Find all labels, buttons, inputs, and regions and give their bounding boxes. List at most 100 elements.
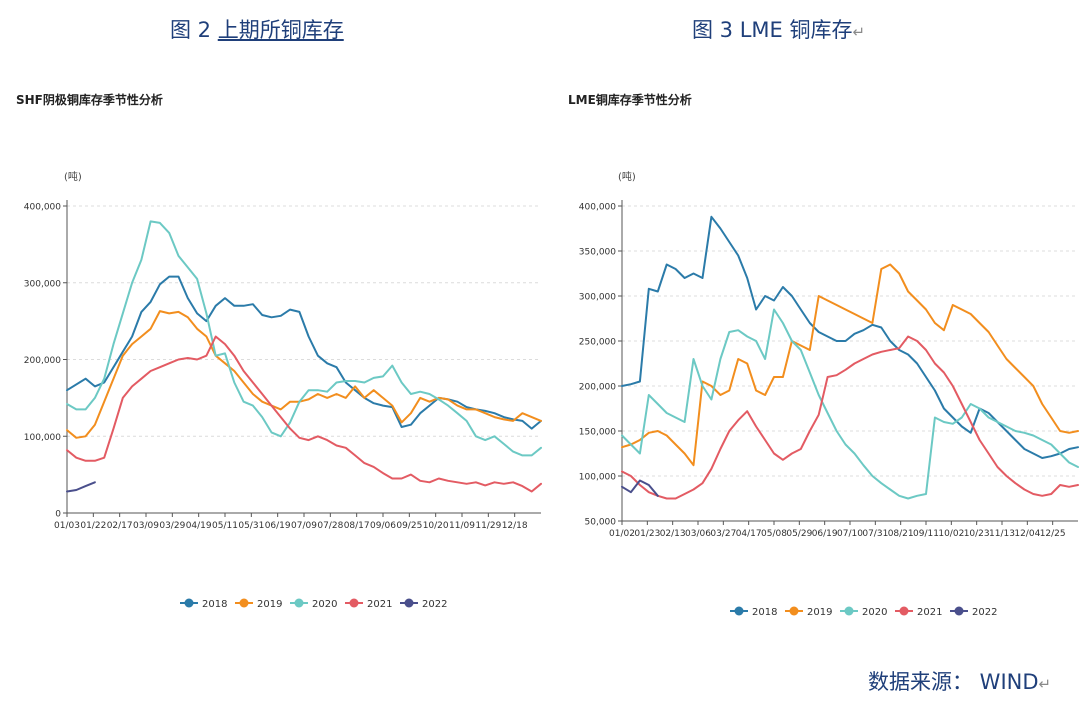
y-tick-label: 200,000 [579, 383, 616, 393]
y-axis-unit: (吨) [64, 170, 82, 183]
y-tick-label: 300,000 [24, 279, 61, 289]
x-tick-label: 09/11 [913, 529, 939, 539]
figure-2-number: 图 2 [170, 18, 212, 42]
series-line-2018 [66, 275, 542, 430]
x-tick-label: 03/09 [133, 521, 159, 531]
legend-item-2020[interactable]: 2020 [840, 606, 887, 619]
legend-marker-icon [789, 606, 799, 616]
lme-copper-stock-chart: LME铜库存季节性分析 (吨) 50,000 100,000 150,000 200,00… [568, 92, 1079, 619]
data-source-note: 数据来源： WIND↵ [868, 666, 1051, 696]
series-line-2022 [66, 481, 96, 493]
y-tick-label: 0 [55, 510, 61, 520]
legend-item-2022[interactable]: 2022 [400, 598, 447, 611]
x-tick-label: 03/29 [159, 521, 185, 531]
series-line-2018 [621, 215, 1079, 459]
legend-item-2019[interactable]: 2019 [785, 606, 832, 619]
figure-3-title: 图 3 LME 铜库存 [692, 18, 853, 42]
figure-2-caption: 图 2 上期所铜库存 [170, 14, 344, 44]
legend-label: 2018 [752, 607, 777, 618]
series-line-2022 [621, 479, 659, 497]
x-tick-label: 10/20 [423, 521, 449, 531]
legend-label: 2022 [972, 607, 997, 618]
legend-marker-icon [239, 598, 249, 608]
x-tick-label: 01/02 [609, 529, 635, 539]
x-tick-label: 03/06 [685, 529, 711, 539]
legend-marker-icon [954, 606, 964, 616]
legend-marker-icon [294, 598, 304, 608]
legend-marker-icon [844, 606, 854, 616]
x-tick-label: 08/21 [888, 529, 914, 539]
x-tick-label: 07/31 [862, 529, 888, 539]
series-line-2019 [66, 310, 542, 439]
series-line-2020 [66, 220, 542, 457]
y-tick-label: 150,000 [579, 428, 616, 438]
shf-copper-stock-chart: SHF阴极铜库存季节性分析 (吨) 0 100,000 200,000 300,000 40… [16, 92, 542, 611]
legend-marker-icon [899, 606, 909, 616]
y-tick-label: 100,000 [579, 473, 616, 483]
x-tick-label: 08/17 [344, 521, 370, 531]
x-tick-label: 11/13 [989, 529, 1015, 539]
x-tick-label: 01/23 [634, 529, 660, 539]
legend-label: 2020 [862, 607, 887, 618]
x-tick-label: 01/03 [54, 521, 80, 531]
x-tick-label: 05/08 [761, 529, 787, 539]
legend-label: 2019 [257, 599, 282, 610]
x-tick-label: 12/25 [1040, 529, 1066, 539]
x-tick-label: 04/19 [186, 521, 212, 531]
y-tick-label: 50,000 [585, 518, 617, 528]
x-tick-label: 12/04 [1014, 529, 1040, 539]
legend-item-2018[interactable]: 2018 [180, 598, 227, 611]
x-tick-label: 07/09 [291, 521, 317, 531]
legend-label: 2021 [917, 607, 942, 618]
y-tick-label: 400,000 [579, 203, 616, 213]
x-tick-label: 06/19 [812, 529, 838, 539]
legend-item-2022[interactable]: 2022 [950, 606, 997, 619]
legend-item-2020[interactable]: 2020 [290, 598, 337, 611]
legend-item-2018[interactable]: 2018 [730, 606, 777, 619]
series-line-2020 [621, 308, 1079, 500]
y-axis-unit: (吨) [618, 170, 636, 183]
legend-item-2021[interactable]: 2021 [895, 606, 942, 619]
y-tick-label: 400,000 [24, 203, 61, 213]
x-tick-label: 07/10 [837, 529, 863, 539]
data-source-text: 数据来源： WIND [868, 670, 1039, 694]
x-tick-label: 10/23 [964, 529, 990, 539]
x-tick-label: 09/25 [396, 521, 422, 531]
legend-marker-icon [404, 598, 414, 608]
x-tick-label: 05/29 [786, 529, 812, 539]
x-tick-label: 11/09 [449, 521, 475, 531]
x-tick-label: 11/29 [475, 521, 501, 531]
x-tick-label: 03/27 [710, 529, 736, 539]
legend-marker-icon [349, 598, 359, 608]
legend-label: 2021 [367, 599, 392, 610]
figure-2-title: 上期所铜库存 [217, 18, 344, 42]
legend-marker-icon [184, 598, 194, 608]
chart-title: SHF阴极铜库存季节性分析 [16, 92, 163, 107]
legend-label: 2018 [202, 599, 227, 610]
x-tick-label: 10/02 [938, 529, 964, 539]
x-tick-label: 01/22 [80, 521, 106, 531]
x-tick-label: 07/28 [317, 521, 343, 531]
legend-label: 2022 [422, 599, 447, 610]
y-tick-label: 100,000 [24, 433, 61, 443]
figure-3-caption: 图 3 LME 铜库存↵ [692, 14, 865, 44]
x-tick-label: 05/11 [212, 521, 238, 531]
return-mark-icon: ↵ [1038, 675, 1052, 693]
x-tick-label: 02/13 [660, 529, 686, 539]
x-tick-label: 06/19 [265, 521, 291, 531]
chart-title: LME铜库存季节性分析 [568, 92, 692, 107]
series-line-2021 [621, 335, 1079, 500]
y-tick-label: 250,000 [579, 338, 616, 348]
series-line-2019 [621, 263, 1079, 467]
legend-label: 2019 [807, 607, 832, 618]
legend-label: 2020 [312, 599, 337, 610]
y-tick-label: 350,000 [579, 248, 616, 258]
x-tick-label: 09/06 [370, 521, 396, 531]
return-mark-icon: ↵ [852, 23, 866, 41]
legend-item-2021[interactable]: 2021 [345, 598, 392, 611]
x-tick-label: 02/17 [107, 521, 133, 531]
x-tick-label: 12/18 [502, 521, 528, 531]
legend-marker-icon [734, 606, 744, 616]
legend-item-2019[interactable]: 2019 [235, 598, 282, 611]
x-tick-label: 04/17 [736, 529, 762, 539]
